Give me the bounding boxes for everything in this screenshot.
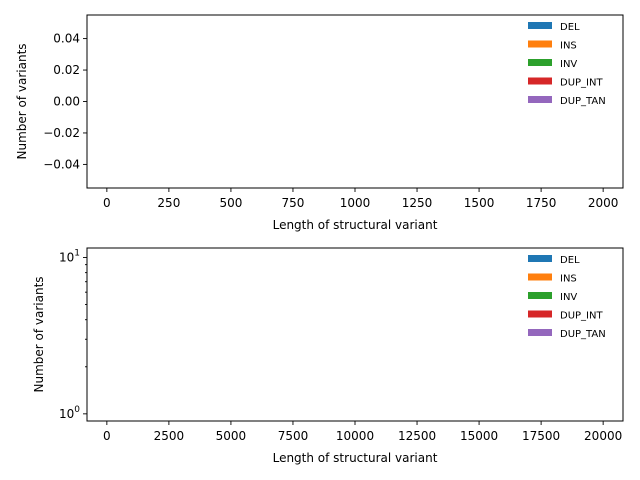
legend-label-inv: INV [560,292,577,303]
y-axis-label: Number of variants [15,43,29,159]
legend-swatch-del [528,255,552,262]
legend-label-dup_tan: DUP_TAN [560,96,606,107]
y-axis-label: Number of variants [32,276,46,392]
x-tick-label: 1000 [340,196,371,210]
legend-swatch-del [528,22,552,29]
x-tick-label: 250 [157,196,180,210]
chart-panel-1: 0 250 500 750 1000 1250 1500 1750 2000 0.04 0.02 0.… [15,14,624,232]
x-tick-label: 1250 [402,196,433,210]
legend: DEL INS INV DUP_INT DUP_TAN [528,22,606,107]
x-tick-label: 15000 [460,429,498,443]
legend-label-dup_tan: DUP_TAN [560,329,606,340]
y-tick-label-base: 10 [59,407,74,421]
x-tick-label: 10000 [336,429,374,443]
legend-swatch-inv [528,292,552,299]
legend-swatch-ins [528,273,552,281]
y-tick-label-base: 10 [59,250,74,264]
x-tick-label: 20000 [584,429,622,443]
legend-label-del: DEL [560,255,580,266]
y-tick-label: 101 [59,248,80,264]
y-tick-label: −0.04 [43,157,80,171]
x-tick-label: 0 [103,429,111,443]
x-tick-label: 7500 [278,429,309,443]
legend-swatch-dup_tan [528,329,552,336]
legend-label-ins: INS [560,274,577,285]
x-tick-label: 0 [103,196,111,210]
x-tick-label: 500 [219,196,242,210]
legend-swatch-ins [528,40,552,48]
legend-swatch-dup_int [528,310,552,318]
x-tick-label: 12500 [398,429,436,443]
x-tick-label: 750 [282,196,305,210]
legend-label-dup_int: DUP_INT [560,78,603,89]
legend: DEL INS INV DUP_INT DUP_TAN [528,255,606,340]
x-tick-label: 2000 [588,196,619,210]
y-tick-label-exponent: 1 [74,248,80,258]
legend-swatch-dup_int [528,77,552,85]
y-tick-label: 0.02 [53,63,80,77]
legend-swatch-inv [528,59,552,66]
legend-label-del: DEL [560,22,580,33]
y-tick-label: −0.02 [43,126,80,140]
legend-label-inv: INV [560,59,577,70]
y-tick-label-exponent: 0 [74,405,80,415]
legend-swatch-dup_tan [528,96,552,103]
chart-panel-2: 0 2500 5000 7500 10000 12500 15000 17500 2000010… [32,247,624,465]
x-tick-label: 2500 [154,429,185,443]
x-axis-label: Length of structural variant [273,451,438,465]
y-tick-label: 0.04 [53,32,80,46]
legend-label-ins: INS [560,41,577,52]
y-tick-label: 0.00 [53,95,80,109]
x-tick-label: 1500 [464,196,495,210]
x-tick-label: 1750 [526,196,557,210]
x-tick-label: 5000 [216,429,247,443]
x-tick-label: 17500 [522,429,560,443]
legend-label-dup_int: DUP_INT [560,311,603,322]
y-tick-label: 100 [59,405,80,421]
x-axis-label: Length of structural variant [273,218,438,232]
